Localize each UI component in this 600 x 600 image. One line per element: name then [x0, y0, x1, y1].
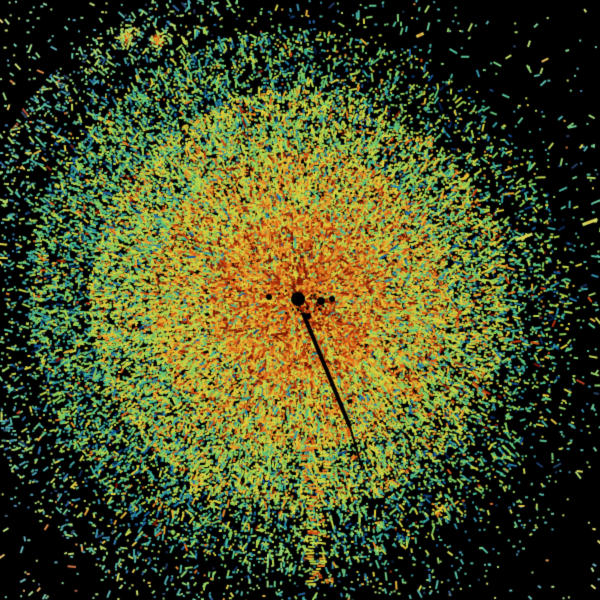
reflectivity-scatter-canvas: [0, 0, 600, 600]
radar-ppi-display: [0, 0, 600, 600]
